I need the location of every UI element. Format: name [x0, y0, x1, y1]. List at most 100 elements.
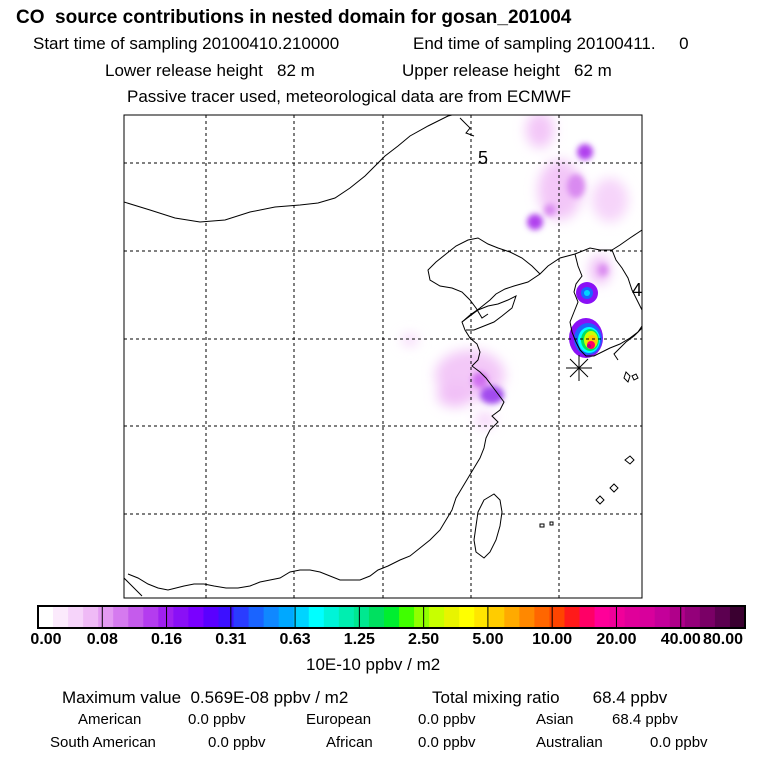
colorbar-cell	[729, 606, 746, 628]
map-label-4: 4	[632, 280, 642, 300]
coastline-mainland	[127, 229, 642, 591]
colorbar-tick-label: 0.16	[150, 631, 183, 648]
colorbar-tick-label: 1.25	[343, 631, 375, 648]
region-name: European	[306, 711, 372, 728]
total-mixing-ratio: Total mixing ratio 68.4 ppbv	[432, 688, 668, 707]
colorbar-cell	[669, 606, 686, 628]
plume-patch	[475, 412, 495, 428]
coastline-shandong	[461, 295, 517, 331]
start-time: Start time of sampling 20100410.210000	[33, 34, 340, 53]
colorbar-cell	[113, 606, 129, 628]
colorbar-cell	[173, 606, 190, 628]
colorbar-tick-label: 5.00	[472, 631, 504, 648]
colorbar-tick-label: 40.00	[660, 631, 701, 648]
region-value: 0.0 ppbv	[418, 711, 476, 728]
island-ryukyu-1	[624, 455, 635, 465]
colorbar-cell	[624, 606, 641, 628]
colorbar-cell	[218, 606, 235, 628]
colorbar-cell	[263, 606, 280, 628]
plume-patch	[437, 383, 473, 407]
colorbar-cell	[654, 606, 671, 628]
map-label-5: 5	[478, 148, 488, 168]
colorbar-cell	[489, 606, 505, 628]
colorbar-tick-label: 2.50	[408, 631, 440, 648]
hotspot-north	[576, 282, 598, 304]
colorbar-cell	[474, 606, 490, 628]
island-ryukyu-2	[609, 483, 619, 493]
plume-patch	[526, 115, 554, 148]
colorbar-tick-label: 0.63	[279, 631, 311, 648]
coastline-korea	[569, 253, 642, 357]
plume-core	[527, 214, 543, 230]
colorbar-cell	[323, 606, 340, 628]
colorbar-cell	[414, 606, 430, 628]
colorbar-cell	[368, 606, 385, 628]
coastline-japan	[613, 327, 642, 361]
coastline-north	[124, 115, 455, 223]
colorbar-cell	[188, 606, 205, 628]
island-small-3	[549, 521, 554, 526]
colorbar-cell	[399, 606, 415, 628]
colorbar-cell	[714, 606, 731, 628]
tracer-note: Passive tracer used, meteorological data…	[127, 87, 572, 106]
colorbar-cell	[38, 606, 54, 628]
colorbar-cell	[248, 606, 265, 628]
colorbar-cell	[444, 606, 460, 628]
island-kyushu	[623, 371, 631, 383]
grid	[124, 115, 642, 598]
region-name: South American	[50, 734, 156, 751]
colorbar-cell	[143, 606, 159, 628]
region-name: African	[326, 734, 373, 751]
region-name: American	[78, 711, 142, 728]
colorbar-tick-label: 0.08	[86, 631, 118, 648]
map-frame	[123, 114, 643, 599]
coastlines	[124, 115, 642, 597]
colorbar-cell	[534, 606, 551, 628]
colorbar-cell	[519, 606, 535, 628]
colorbar-cell	[68, 606, 84, 628]
colorbar-cell	[338, 606, 355, 628]
plume-core	[480, 386, 504, 404]
plume-patch	[402, 334, 418, 346]
end-time: End time of sampling 20100411. 0	[413, 34, 689, 53]
island-ryukyu-3	[595, 495, 605, 505]
colorbar-cell	[564, 606, 581, 628]
colorbar-cell	[609, 606, 626, 628]
colorbar-cell	[53, 606, 69, 628]
colorbar-tick-label: 0.00	[30, 631, 62, 648]
colorbar-unit: 10E-10 ppbv / m2	[306, 655, 441, 674]
chart-title: CO source contributions in nested domain…	[16, 7, 572, 28]
colorbar-cell	[579, 606, 596, 628]
region-name: Australian	[536, 734, 603, 751]
region-value: 0.0 ppbv	[418, 734, 476, 751]
island-small-2	[539, 523, 545, 528]
colorbar-cell	[278, 606, 295, 628]
colorbar-tick-label: 0.31	[215, 631, 247, 648]
coastline-korea-east	[611, 249, 642, 311]
coastline-ne	[459, 117, 475, 137]
colorbar-tick-label: 80.00	[702, 631, 744, 648]
colorbar-frame	[37, 605, 746, 629]
colorbar-cell	[308, 606, 325, 628]
colorbar-cell	[684, 606, 701, 628]
plume-core	[598, 264, 608, 276]
upper-release-height: Upper release height 62 m	[402, 61, 612, 80]
lower-release-height: Lower release height 82 m	[105, 61, 315, 80]
colorbar-cell	[128, 606, 144, 628]
plume-core	[577, 144, 593, 160]
colorbar-cell	[459, 606, 475, 628]
colorbar-cell	[293, 606, 310, 628]
colorbar-cell	[594, 606, 611, 628]
maximum-value: Maximum value 0.569E-08 ppbv / m2	[62, 688, 349, 707]
colorbar-cell	[383, 606, 400, 628]
colorbar-cell	[549, 606, 566, 628]
region-name: Asian	[536, 711, 574, 728]
island-small	[631, 373, 639, 381]
region-value: 0.0 ppbv	[208, 734, 266, 751]
colorbar-tick-label: 20.00	[596, 631, 637, 648]
plume-patch	[592, 178, 628, 222]
colorbar-cell	[699, 606, 716, 628]
region-value: 0.0 ppbv	[650, 734, 708, 751]
